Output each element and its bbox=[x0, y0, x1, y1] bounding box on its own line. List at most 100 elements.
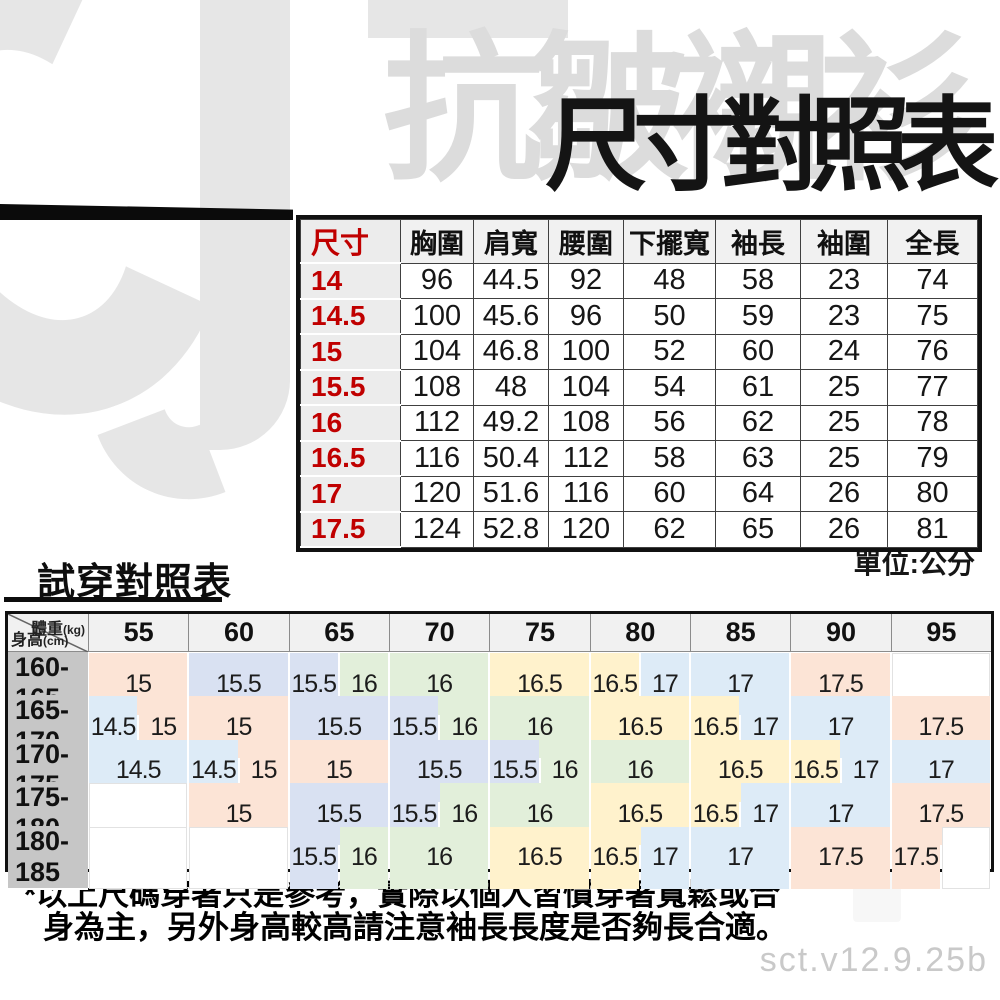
fit-row: 170-17514.514.5151515.515.5161616.516.51… bbox=[8, 738, 991, 803]
product-name-watermark: 抗皺襯衫 bbox=[383, 20, 978, 199]
size-cell: 100 bbox=[548, 333, 624, 370]
fit-cell: 16 bbox=[390, 826, 489, 889]
version-code: sct.v12.9.25b bbox=[759, 941, 988, 979]
size-cell: 50 bbox=[623, 298, 716, 335]
size-table-row: 15.5 108 48 104 54 61 25 77 bbox=[300, 368, 978, 406]
fit-row: 180-185 15.5 16 16 16.5 16.5 17 17 17.5 17.5 bbox=[8, 825, 991, 890]
size-cell: 120 bbox=[400, 475, 474, 512]
size-cell: 44.5 bbox=[473, 262, 549, 299]
size-cell: 63 bbox=[715, 440, 801, 477]
fit-cell bbox=[189, 826, 288, 889]
size-cell: 112 bbox=[548, 440, 624, 477]
size-table-row: 14.5 100 45.6 96 50 59 23 75 bbox=[300, 297, 978, 335]
logo-letter-j bbox=[200, 0, 290, 450]
size-table-row: 16 112 49.2 108 56 62 25 78 bbox=[300, 404, 978, 442]
size-cell: 108 bbox=[400, 369, 474, 406]
size-cell: 116 bbox=[400, 440, 474, 477]
size-cell: 61 bbox=[715, 369, 801, 406]
size-cell: 50.4 bbox=[473, 440, 549, 477]
size-cell: 24 bbox=[800, 333, 888, 370]
fit-cell: 15.5 bbox=[289, 826, 338, 889]
size-cell: 108 bbox=[548, 404, 624, 441]
corner-cell: 體重(kg) 身高(cm) bbox=[8, 614, 88, 652]
fit-cell: 16 bbox=[339, 826, 388, 889]
size-cell: 25 bbox=[800, 440, 888, 477]
size-cell: 46.8 bbox=[473, 333, 549, 370]
size-cell: 58 bbox=[715, 262, 801, 299]
size-cell: 65 bbox=[715, 511, 801, 548]
footnote-line-2: 身為主，另外身高較高請注意袖長長度是否夠長合適。 bbox=[43, 910, 787, 945]
size-col-header: 腰圍 bbox=[548, 219, 624, 264]
size-table-grid: 尺寸 胸圍 肩寬 腰圍 下擺寬 袖長 袖圍 全長 14 96 44.5 92 48 58 23 74 14.5 1… bbox=[300, 219, 978, 548]
size-cell: 62 bbox=[623, 511, 716, 548]
size-cell: 112 bbox=[400, 404, 474, 441]
size-col-header: 下擺寬 bbox=[623, 219, 716, 264]
size-cell: 116 bbox=[548, 475, 624, 512]
fit-cell bbox=[89, 826, 188, 889]
corner-height-label: 身高(cm) bbox=[11, 632, 69, 649]
size-cell: 59 bbox=[715, 298, 801, 335]
logo-top-bar bbox=[368, 0, 568, 38]
size-cell: 74 bbox=[887, 262, 978, 299]
size-col-header: 袖圍 bbox=[800, 219, 888, 264]
height-row-label: 180-185 bbox=[8, 825, 88, 890]
size-cell: 56 bbox=[623, 404, 716, 441]
size-table-row: 16.5 116 50.4 112 58 63 25 79 bbox=[300, 439, 978, 477]
corner-weight-label: 體重(kg) bbox=[30, 621, 85, 638]
fit-cell: 17 bbox=[640, 826, 689, 889]
size-cell: 48 bbox=[473, 369, 549, 406]
size-row-label: 17 bbox=[300, 475, 401, 513]
size-cell: 64 bbox=[715, 475, 801, 512]
size-row-label: 17.5 bbox=[300, 510, 401, 548]
size-cell: 58 bbox=[623, 440, 716, 477]
weight-header-cell: 95 bbox=[890, 614, 991, 651]
size-row-label: 16.5 bbox=[300, 439, 401, 477]
fit-header-row: 體重(kg) 身高(cm) 55 60 65 70 75 80 85 90 95 bbox=[8, 614, 991, 652]
size-cell: 92 bbox=[548, 262, 624, 299]
size-cell: 81 bbox=[887, 511, 978, 548]
size-cell: 60 bbox=[715, 333, 801, 370]
fit-cell: 16.5 bbox=[590, 826, 639, 889]
size-cell: 51.6 bbox=[473, 475, 549, 512]
size-col-header: 肩寬 bbox=[473, 219, 549, 264]
size-cell: 25 bbox=[800, 369, 888, 406]
size-cell: 45.6 bbox=[473, 298, 549, 335]
size-cell: 75 bbox=[887, 298, 978, 335]
weight-header-cell: 70 bbox=[389, 614, 489, 651]
size-row-label: 14 bbox=[300, 262, 401, 300]
size-cell: 49.2 bbox=[473, 404, 549, 441]
size-cell: 62 bbox=[715, 404, 801, 441]
size-cell: 60 bbox=[623, 475, 716, 512]
size-cell: 120 bbox=[548, 511, 624, 548]
diagonal-line bbox=[8, 614, 88, 652]
size-row-label: 16 bbox=[300, 404, 401, 442]
size-cell: 52.8 bbox=[473, 511, 549, 548]
size-col-header: 尺寸 bbox=[300, 219, 401, 264]
size-cell: 54 bbox=[623, 369, 716, 406]
weight-header-cell: 75 bbox=[489, 614, 589, 651]
size-cell: 96 bbox=[548, 298, 624, 335]
size-cell: 26 bbox=[800, 511, 888, 548]
size-row-label: 15.5 bbox=[300, 368, 401, 406]
size-cell: 104 bbox=[548, 369, 624, 406]
size-cell: 52 bbox=[623, 333, 716, 370]
fit-cell: 17.5 bbox=[891, 826, 940, 889]
weight-header-cell: 55 bbox=[88, 614, 188, 651]
fit-cell: 17.5 bbox=[791, 826, 890, 889]
size-table-row: 14 96 44.5 92 48 58 23 74 bbox=[300, 262, 978, 300]
size-cell: 79 bbox=[887, 440, 978, 477]
weight-header-cell: 85 bbox=[690, 614, 790, 651]
size-col-header: 全長 bbox=[887, 219, 978, 264]
size-cell: 96 bbox=[400, 262, 474, 299]
fit-row: 165-17014.5151515.515.5161616.516.517171… bbox=[8, 695, 991, 760]
weight-header-cell: 65 bbox=[288, 614, 389, 651]
size-cell: 124 bbox=[400, 511, 474, 548]
weight-header-cell: 90 bbox=[790, 614, 890, 651]
page-title: 尺寸對照表 bbox=[545, 89, 999, 203]
size-cell: 25 bbox=[800, 404, 888, 441]
fit-cell: 16.5 bbox=[490, 826, 589, 889]
size-cell: 80 bbox=[887, 475, 978, 512]
